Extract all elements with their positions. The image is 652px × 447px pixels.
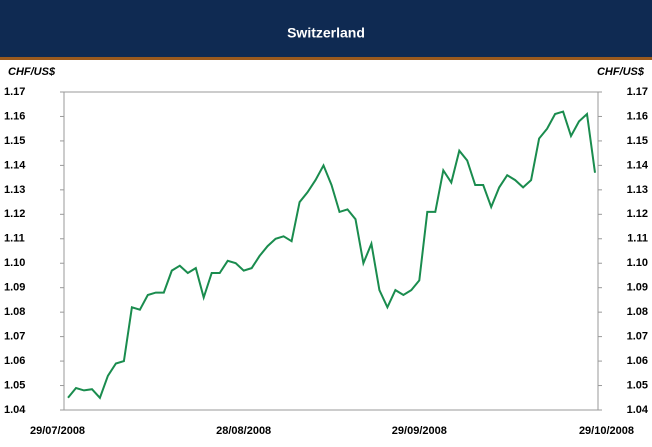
y-tick-label: 1.15 xyxy=(4,135,25,147)
x-tick-label: 28/08/2008 xyxy=(216,425,271,437)
y-tick-label: 1.08 xyxy=(4,306,25,318)
y-tick-label: 1.04 xyxy=(4,404,26,416)
y2-tick-label: 1.10 xyxy=(627,257,648,269)
y-tick-label: 1.13 xyxy=(4,184,25,196)
data-line xyxy=(67,110,596,400)
chart-title: Switzerland xyxy=(287,25,365,41)
y-tick-label: 1.10 xyxy=(4,257,25,269)
plot-frame xyxy=(63,91,599,411)
x-tick-label: 29/10/2008 xyxy=(579,425,634,437)
y-tick-label: 1.11 xyxy=(4,233,25,245)
y-tick-label: 1.09 xyxy=(4,282,25,294)
y-tick-label: 1.16 xyxy=(4,110,25,122)
y2-tick-label: 1.15 xyxy=(627,135,648,147)
y2-tick-label: 1.05 xyxy=(627,379,648,391)
y2-tick-label: 1.11 xyxy=(627,233,648,245)
y2-tick-label: 1.12 xyxy=(627,208,648,220)
y-tick-label: 1.05 xyxy=(4,379,25,391)
header-bar xyxy=(0,0,652,57)
y2-tick-label: 1.09 xyxy=(627,282,648,294)
y2-tick-label: 1.14 xyxy=(627,159,649,171)
y2-tick-label: 1.16 xyxy=(627,110,648,122)
y-tick-label: 1.14 xyxy=(4,159,26,171)
y2-tick-label: 1.08 xyxy=(627,306,648,318)
y2-axis-label: CHF/US$ xyxy=(597,66,645,78)
y-tick-label: 1.17 xyxy=(4,86,25,98)
y2-tick-label: 1.04 xyxy=(627,404,649,416)
y-tick-label: 1.06 xyxy=(4,355,25,367)
x-tick-label: 29/09/2008 xyxy=(392,425,447,437)
header-rule xyxy=(0,57,652,60)
y2-tick-label: 1.17 xyxy=(627,86,648,98)
y2-tick-label: 1.13 xyxy=(627,184,648,196)
y-tick-label: 1.07 xyxy=(4,331,25,343)
y-axis-label: CHF/US$ xyxy=(8,66,56,78)
y2-tick-label: 1.06 xyxy=(627,355,648,367)
x-tick-label: 29/07/2008 xyxy=(30,425,85,437)
y-tick-label: 1.12 xyxy=(4,208,25,220)
y2-tick-label: 1.07 xyxy=(627,331,648,343)
